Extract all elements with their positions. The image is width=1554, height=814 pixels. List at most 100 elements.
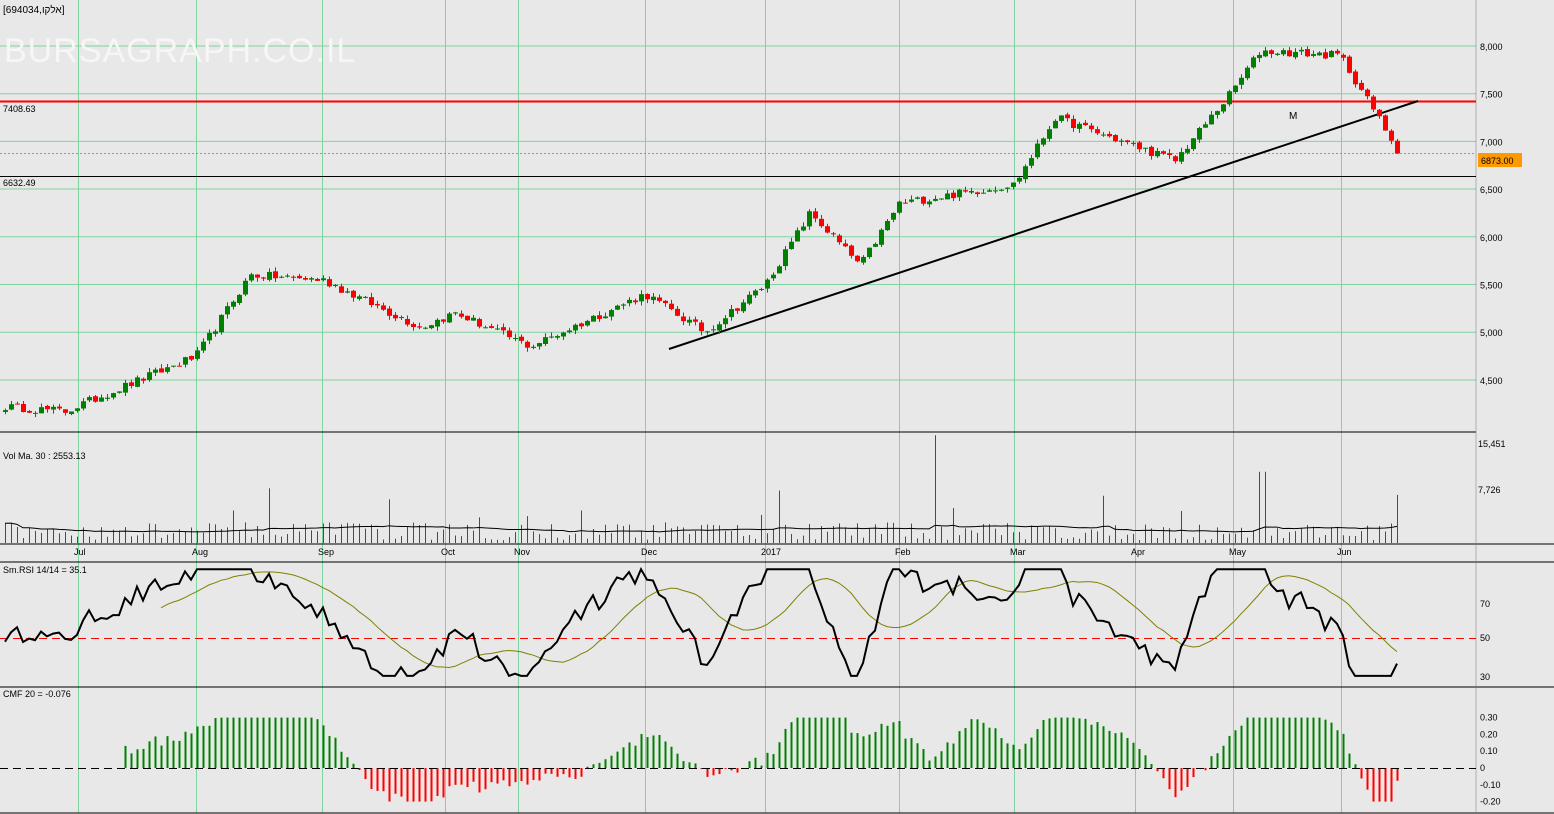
candle-up: [1317, 52, 1322, 56]
candle-up: [993, 190, 998, 192]
candle-down: [261, 277, 266, 279]
candle-up: [531, 346, 536, 348]
candle-up: [1023, 166, 1028, 180]
candle-up: [1329, 50, 1334, 58]
candle-up: [567, 330, 572, 333]
candle-up: [213, 331, 218, 334]
candle-up: [135, 377, 140, 387]
candle-up: [429, 325, 434, 329]
candle-down: [327, 279, 332, 287]
price-tick-label: 7,500: [1480, 90, 1503, 100]
candle-down: [1089, 125, 1094, 130]
candle-up: [741, 302, 746, 312]
candle-down: [441, 319, 446, 322]
candle-up: [1239, 77, 1244, 85]
candle-up: [939, 198, 944, 200]
candle-up: [1143, 147, 1148, 149]
candle-down: [375, 303, 380, 306]
month-label: Nov: [514, 547, 531, 557]
candle-up: [237, 294, 242, 303]
candle-up: [39, 407, 44, 414]
candle-up: [195, 350, 200, 359]
candle-up: [171, 365, 176, 367]
candle-up: [183, 357, 188, 365]
candle-up: [471, 317, 476, 321]
price-tick-label: 4,500: [1480, 376, 1503, 386]
candle-up: [1245, 67, 1250, 79]
candle-up: [603, 316, 608, 319]
candle-down: [1065, 114, 1070, 119]
candle-up: [639, 294, 644, 302]
candle-up: [357, 296, 362, 299]
candle-up: [1029, 158, 1034, 166]
candle-down: [831, 233, 836, 235]
candle-up: [711, 329, 716, 331]
candle-up: [1053, 120, 1058, 129]
candle-up: [687, 319, 692, 323]
candle-up: [495, 328, 500, 330]
candle-up: [927, 201, 932, 205]
candle-down: [159, 368, 164, 373]
candle-down: [825, 226, 830, 233]
candle-down: [303, 278, 308, 280]
cmf-tick-label: 0.30: [1480, 713, 1498, 723]
candle-down: [405, 318, 410, 325]
candle-down: [1287, 50, 1292, 57]
candle-down: [45, 405, 50, 410]
candle-down: [1395, 140, 1400, 154]
candle-down: [1389, 130, 1394, 141]
candle-down: [819, 218, 824, 227]
month-label: Feb: [895, 547, 911, 557]
candle-up: [789, 241, 794, 250]
candle-down: [1269, 50, 1274, 54]
candle-up: [279, 276, 284, 278]
candle-up: [1017, 177, 1022, 182]
candle-up: [1251, 57, 1256, 68]
candle-up: [621, 304, 626, 306]
price-tick-label: 6,500: [1480, 185, 1503, 195]
candle-up: [87, 397, 92, 401]
price-tick-label: 8,000: [1480, 42, 1503, 52]
pattern-label: M: [1289, 111, 1297, 122]
volume-tick-mid: 7,726: [1478, 485, 1501, 495]
candle-up: [615, 305, 620, 310]
candle-down: [849, 245, 854, 256]
candle-up: [207, 332, 212, 341]
candle-up: [231, 301, 236, 307]
candle-down: [177, 365, 182, 367]
candle-down: [93, 396, 98, 402]
candle-down: [963, 190, 968, 192]
candle-down: [381, 305, 386, 310]
candle-up: [717, 324, 722, 331]
candle-down: [411, 323, 416, 328]
candle-down: [57, 406, 62, 409]
candle-up: [549, 336, 554, 338]
candle-down: [837, 235, 842, 243]
rsi-tick-30: 30: [1480, 672, 1490, 682]
candle-down: [459, 313, 464, 317]
candle-up: [1185, 148, 1190, 153]
candle-up: [981, 192, 986, 194]
last-price-tag: [1478, 153, 1522, 167]
candle-up: [483, 327, 488, 329]
candle-up: [1191, 138, 1196, 150]
candle-up: [795, 230, 800, 242]
candle-down: [369, 297, 374, 305]
candle-down: [855, 255, 860, 262]
month-label: Mar: [1010, 547, 1026, 557]
candle-down: [675, 308, 680, 316]
candle-up: [1209, 114, 1214, 125]
volume-tick-max: 15,451: [1478, 439, 1506, 449]
candle-up: [1275, 53, 1280, 55]
candle-down: [297, 275, 302, 279]
cmf-axis: 0.30 0.20 0.10 0 -0.10 -0.20: [1480, 713, 1501, 807]
candle-up: [1281, 50, 1286, 55]
candle-up: [1233, 85, 1238, 92]
candle-up: [225, 306, 230, 315]
candle-up: [321, 278, 326, 281]
candle-up: [309, 278, 314, 280]
candle-up: [1215, 111, 1220, 115]
candle-up: [75, 408, 80, 411]
candle-down: [669, 303, 674, 310]
cmf-tick-label: 0: [1480, 763, 1485, 773]
